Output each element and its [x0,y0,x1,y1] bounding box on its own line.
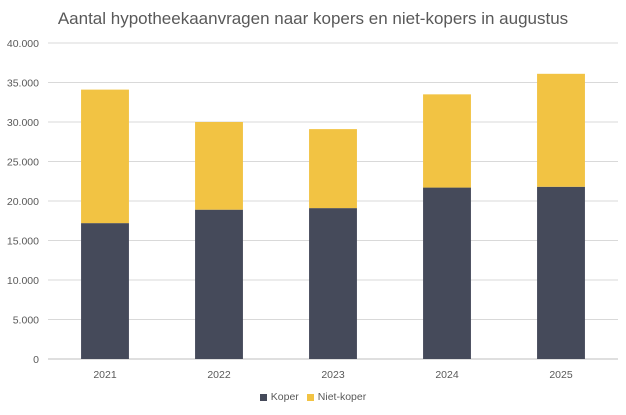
y-tick-label: 10.000 [7,275,39,287]
bar-koper-2021 [81,223,129,359]
bar-niet-koper-2022 [195,122,243,210]
legend-item-koper: Koper [259,391,299,403]
legend-swatch-koper [259,393,267,401]
y-tick-label: 5.000 [13,315,39,327]
bar-koper-2022 [195,209,243,359]
y-tick-label: 15.000 [7,236,39,248]
y-tick-label: 40.000 [7,38,39,50]
chart-title: Aantal hypotheekaanvragen naar kopers en… [57,9,569,28]
legend-label-niet-koper: Niet-koper [317,391,367,403]
y-tick-label: 25.000 [7,157,39,169]
y-tick-label: 20.000 [7,196,39,208]
x-tick-label: 2023 [321,369,345,381]
legend-item-niet-koper: Niet-koper [306,391,367,403]
legend-swatch-niet-koper [306,393,314,401]
bar-niet-koper-2025 [537,73,585,187]
legend-label-koper: Koper [270,391,299,403]
y-tick-label: 35.000 [7,78,39,90]
x-tick-label: 2024 [435,369,459,381]
bar-niet-koper-2023 [309,129,357,209]
bar-niet-koper-2024 [423,94,471,188]
x-tick-label: 2022 [207,369,231,381]
y-tick-label: 0 [33,354,39,366]
x-tick-label: 2021 [93,369,117,381]
bar-niet-koper-2021 [81,89,129,224]
bar-koper-2025 [537,186,585,359]
legend: Koper Niet-koper [0,391,626,403]
bar-koper-2024 [423,187,471,359]
bar-koper-2023 [309,208,357,359]
x-tick-label: 2025 [549,369,573,381]
y-tick-label: 30.000 [7,117,39,129]
